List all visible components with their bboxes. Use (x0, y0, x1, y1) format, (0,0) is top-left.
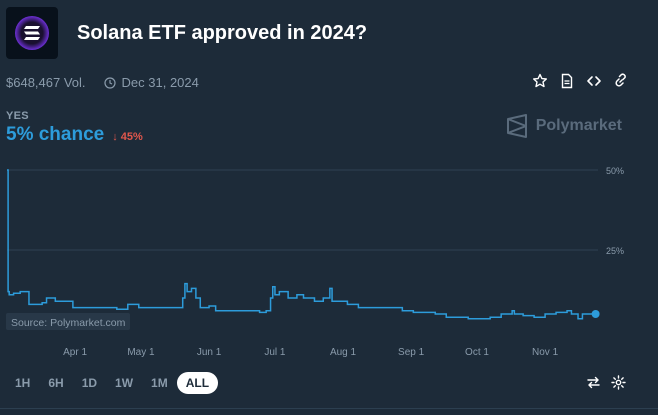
y-tick-label: 50% (606, 166, 624, 176)
divider (0, 408, 658, 409)
chance-value: 5% chance (6, 124, 105, 145)
x-tick-label: Oct 1 (465, 347, 489, 358)
price-chart[interactable]: 25% 50% Source: Polymarket.com Apr 1 May 1 Ju… (0, 160, 658, 360)
polymarket-brand: Polymarket (506, 114, 622, 138)
market-header: Solana ETF approved in 2024? (6, 7, 367, 59)
range-button-all[interactable]: ALL (176, 372, 219, 394)
clock-icon (103, 76, 116, 89)
volume-text: $648,467 Vol. (6, 75, 86, 90)
range-button-6h[interactable]: 6H (48, 376, 64, 390)
time-range-selector: 1H 6H 1D 1W 1M ALL (6, 372, 219, 394)
x-tick-label: Sep 1 (398, 347, 425, 358)
settings-gear-icon[interactable] (611, 375, 626, 390)
chart-watermark: Source: Polymarket.com (11, 317, 126, 329)
market-meta: $648,467 Vol. Dec 31, 2024 (6, 75, 199, 90)
range-button-1w[interactable]: 1W (115, 376, 134, 390)
range-button-1d[interactable]: 1D (81, 376, 98, 390)
watermark-bg (6, 313, 130, 330)
brand-name: Polymarket (535, 117, 622, 134)
series-line (7, 169, 596, 320)
range-button-1h[interactable]: 1H (15, 376, 31, 390)
swap-icon[interactable] (586, 375, 601, 390)
change-badge: ↓ 45% (112, 131, 143, 143)
link-icon[interactable] (613, 73, 629, 89)
x-tick-label: Jun 1 (197, 347, 222, 358)
x-tick-label: Apr 1 (63, 347, 87, 358)
polymarket-logo-icon (506, 114, 527, 138)
document-icon[interactable] (559, 73, 575, 89)
x-tick-label: Aug 1 (330, 347, 357, 358)
chart-controls (586, 375, 626, 390)
y-tick-label: 25% (606, 246, 624, 256)
x-tick-label: Nov 1 (532, 347, 559, 358)
change-value: 45% (120, 131, 143, 143)
last-point-marker (591, 310, 600, 318)
market-actions (532, 73, 629, 89)
arrow-down-icon: ↓ (112, 131, 118, 143)
x-tick-label: May 1 (127, 347, 155, 358)
x-tick-label: Jul 1 (264, 347, 286, 358)
solana-logo (6, 7, 58, 59)
chance-row: 5% chance ↓ 45% (6, 124, 143, 146)
range-button-1m[interactable]: 1M (151, 376, 168, 390)
outcome-label: YES (6, 110, 29, 122)
embed-code-icon[interactable] (586, 73, 602, 89)
star-icon[interactable] (532, 73, 548, 89)
end-date-text: Dec 31, 2024 (121, 75, 199, 90)
market-title: Solana ETF approved in 2024? (77, 21, 368, 44)
